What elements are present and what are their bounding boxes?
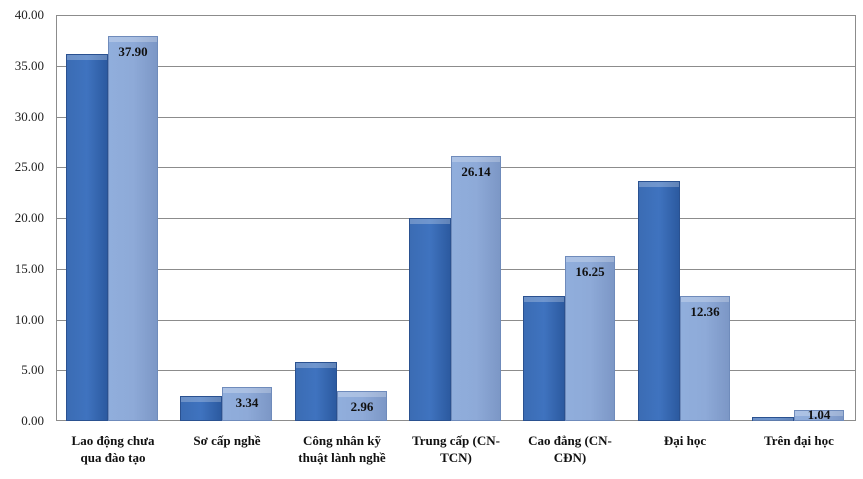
bar-series-1	[638, 181, 680, 421]
data-label: 12.36	[690, 304, 720, 319]
bar-series-1	[180, 396, 222, 421]
y-tick-label: 0.00	[21, 413, 44, 428]
gridline	[56, 66, 856, 67]
x-category-label: Trung cấp (CN- TCN)	[401, 432, 511, 466]
data-label: 1.04	[807, 407, 831, 422]
bar-series-2: 16.25	[565, 256, 615, 421]
x-category-label: Đại học	[630, 432, 740, 449]
y-tick-label: 10.00	[14, 312, 44, 327]
bar-series-2: 26.14	[451, 156, 501, 421]
data-label: 3.34	[235, 395, 259, 410]
bar-series-2: 2.96	[337, 391, 387, 421]
y-tick-label: 20.00	[14, 210, 44, 225]
x-category-line: Trên đại học	[764, 433, 834, 448]
data-label: 26.14	[461, 164, 491, 179]
x-category-label: Trên đại học	[744, 432, 854, 449]
bar-series-1	[523, 296, 565, 421]
x-category-line: CĐN)	[553, 450, 587, 465]
bar-series-2: 3.34	[222, 387, 272, 421]
data-label: 16.25	[575, 264, 605, 279]
y-tick-label: 15.00	[14, 261, 44, 276]
y-tick-label: 5.00	[21, 362, 44, 377]
x-category-line: thuật lành nghề	[298, 450, 386, 465]
gridline	[56, 117, 856, 118]
bar-series-1	[409, 218, 451, 421]
data-label: 2.96	[350, 399, 374, 414]
bar-series-1	[752, 417, 794, 423]
bar-series-2: 12.36	[680, 296, 730, 421]
x-category-line: Trung cấp (CN-	[412, 433, 500, 448]
x-category-line: Sơ cấp nghề	[193, 433, 261, 448]
bar-series-2: 1.04	[794, 407, 844, 422]
y-tick-label: 25.00	[14, 159, 44, 174]
y-tick-label: 40.00	[14, 7, 44, 22]
data-label: 37.90	[118, 44, 148, 59]
x-category-label: Sơ cấp nghề	[172, 432, 282, 449]
bar-series-1	[66, 54, 108, 421]
bar-series-1	[295, 362, 337, 421]
x-category-label: Công nhân kỹ thuật lành nghề	[287, 432, 397, 466]
y-tick-label: 35.00	[14, 58, 44, 73]
x-category-line: Đại học	[663, 433, 707, 448]
x-category-label: Cao đẳng (CN- CĐN)	[515, 432, 625, 466]
y-tick-label: 30.00	[14, 109, 44, 124]
x-category-line: TCN)	[440, 450, 472, 465]
x-category-line: Cao đẳng (CN-	[528, 433, 612, 448]
x-category-label: Lao động chưa qua đào tạo	[58, 432, 168, 466]
x-category-line: Công nhân kỹ	[302, 433, 382, 448]
bar-series-2: 37.90	[108, 36, 158, 421]
x-category-line: qua đào tạo	[80, 450, 146, 465]
x-category-line: Lao động chưa	[71, 433, 155, 448]
